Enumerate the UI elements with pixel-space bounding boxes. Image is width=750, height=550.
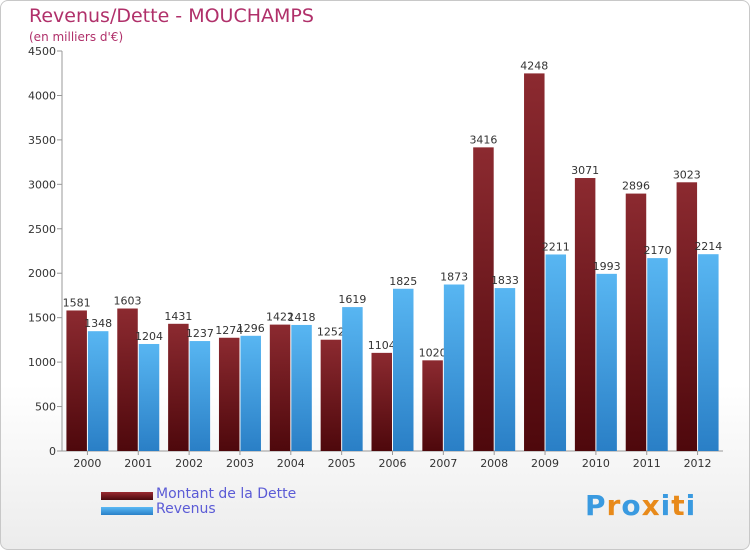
bar-dette (269, 324, 291, 451)
y-tick-label: 3000 (28, 178, 56, 191)
bar-revenus (443, 284, 465, 451)
bar-dette (320, 339, 342, 451)
logo-letter: i (660, 489, 672, 522)
bar-dette (218, 337, 240, 451)
legend-label-dette: Montant de la Dette (156, 486, 297, 502)
x-tick-label: 2005 (328, 457, 356, 470)
bar-revenus (138, 343, 160, 451)
bar-revenus (494, 288, 516, 451)
x-tick-label: 2002 (175, 457, 203, 470)
logo-letter: r (606, 489, 622, 522)
y-tick-label: 500 (35, 401, 56, 414)
chart-subtitle: (en milliers d'€) (29, 30, 124, 44)
bar-dette (524, 73, 545, 452)
bar-dette (676, 182, 698, 452)
data-label-dette: 3071 (571, 164, 599, 177)
bar-dette (574, 178, 596, 451)
bar-revenus (87, 331, 109, 451)
x-tick-label: 2011 (633, 457, 661, 470)
x-tick-label: 2001 (124, 457, 152, 470)
bar-dette (371, 352, 392, 451)
bar-revenus (647, 258, 668, 451)
data-label-dette: 3023 (673, 168, 701, 181)
y-tick-label: 0 (49, 445, 56, 458)
proxiti-logo: Proxiti (585, 489, 696, 522)
legend-swatch-revenus (101, 507, 153, 515)
y-tick-label: 1500 (28, 312, 56, 325)
x-tick-label: 2012 (684, 457, 712, 470)
logo-letter: i (685, 489, 697, 522)
logo-letter: o (621, 489, 642, 522)
data-label-dette: 1581 (63, 296, 91, 309)
logo-letter: t (671, 489, 686, 522)
bar-revenus (698, 254, 719, 451)
data-label-dette: 1603 (114, 295, 142, 308)
logo-letter: x (641, 489, 661, 522)
data-label-dette: 2896 (622, 180, 650, 193)
data-label-dette: 3416 (469, 133, 497, 146)
y-tick-label: 3500 (28, 134, 56, 147)
data-label-revenus: 2211 (542, 240, 570, 253)
x-tick-label: 2010 (582, 457, 610, 470)
data-label-dette: 1104 (368, 339, 396, 352)
y-tick-label: 2500 (28, 223, 56, 236)
bar-revenus (393, 288, 414, 451)
data-label-revenus: 1296 (237, 322, 265, 335)
bar-revenus (545, 254, 567, 451)
data-label-revenus: 1833 (491, 274, 519, 287)
legend-label-revenus: Revenus (156, 501, 216, 517)
bar-revenus (240, 335, 261, 451)
data-label-revenus: 1204 (135, 330, 163, 343)
data-label-dette: 1422 (266, 311, 294, 324)
bar-dette (168, 323, 189, 451)
chart-title: Revenus/Dette - MOUCHAMPS (29, 5, 314, 27)
data-label-revenus: 2170 (643, 244, 671, 257)
data-label-revenus: 1993 (593, 260, 621, 273)
x-tick-label: 2008 (480, 457, 508, 470)
data-label-dette: 1274 (215, 324, 243, 337)
x-tick-label: 2007 (429, 457, 457, 470)
legend-swatch-dette (101, 492, 153, 500)
data-label-dette: 1020 (419, 346, 447, 359)
x-tick-label: 2006 (379, 457, 407, 470)
bar-dette (66, 310, 87, 451)
data-label-revenus: 1825 (389, 275, 417, 288)
x-tick-label: 2000 (73, 457, 101, 470)
x-tick-label: 2003 (226, 457, 254, 470)
logo-letter: P (585, 489, 607, 522)
y-tick-label: 2000 (28, 267, 56, 280)
bar-revenus (596, 273, 617, 451)
data-label-dette: 4248 (520, 59, 548, 72)
data-label-revenus: 1348 (84, 317, 112, 330)
data-label-revenus: 1237 (186, 327, 214, 340)
y-tick-label: 4000 (28, 89, 56, 102)
bar-dette (473, 147, 494, 451)
data-label-dette: 1252 (317, 326, 345, 339)
bar-dette (117, 308, 138, 451)
data-label-revenus: 2214 (694, 240, 722, 253)
bar-dette (422, 360, 443, 451)
data-label-revenus: 1873 (440, 271, 468, 284)
bar-revenus (291, 324, 312, 451)
data-label-revenus: 1619 (338, 293, 366, 306)
bar-revenus (342, 307, 363, 451)
x-tick-label: 2004 (277, 457, 305, 470)
y-tick-label: 1000 (28, 356, 56, 369)
bar-revenus (189, 341, 211, 451)
y-tick-label: 4500 (28, 45, 56, 58)
data-label-revenus: 1418 (288, 311, 316, 324)
data-label-dette: 1431 (164, 310, 192, 323)
bar-dette (625, 193, 647, 452)
x-tick-label: 2009 (531, 457, 559, 470)
